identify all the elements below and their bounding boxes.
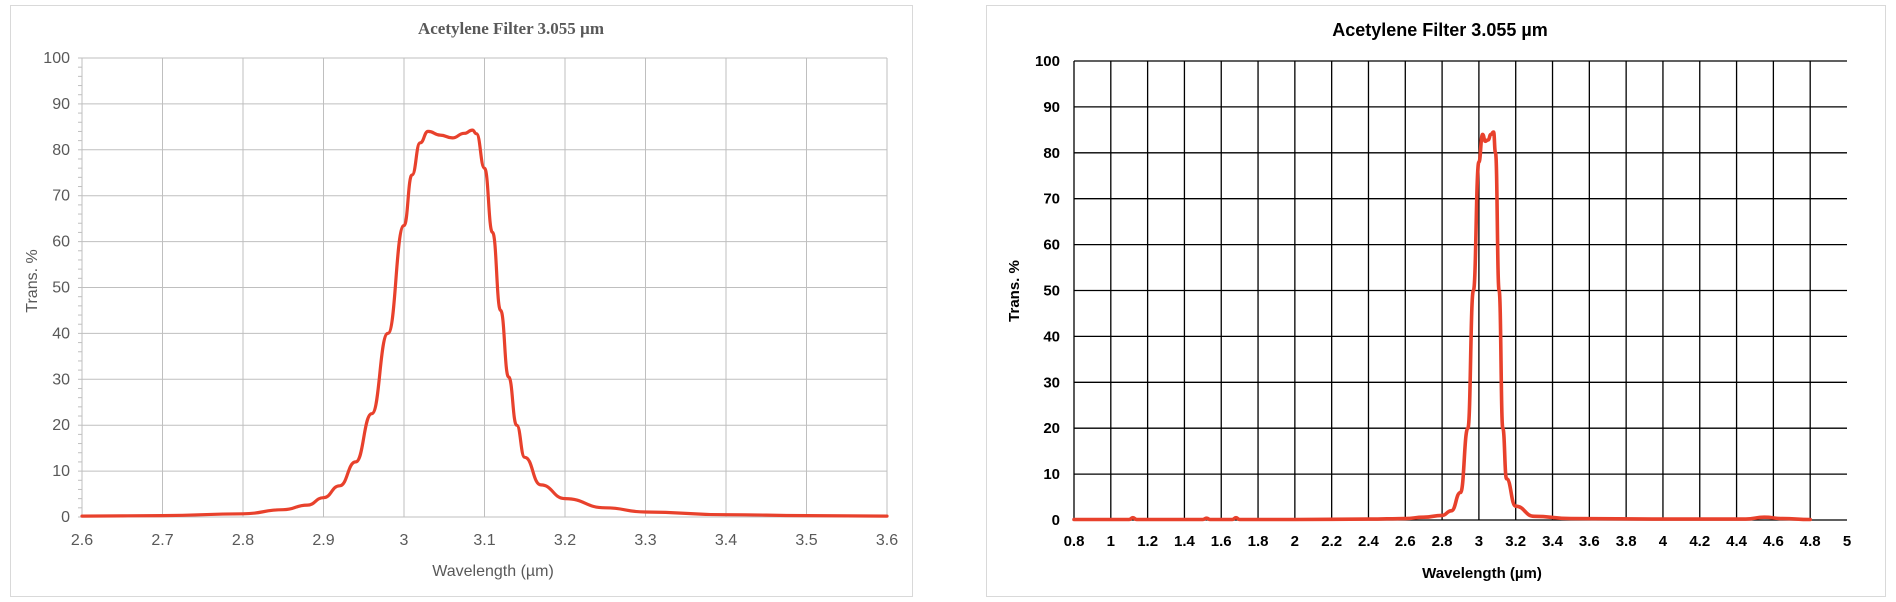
y-tick-label: 40 — [1043, 328, 1060, 345]
x-tick-label: 3.6 — [876, 532, 898, 549]
y-tick-label: 70 — [52, 188, 70, 205]
x-tick-label: 2.8 — [232, 532, 254, 549]
chart-right-x-axis-label: Wavelength (µm) — [1422, 565, 1542, 582]
x-tick-label: 1.8 — [1248, 533, 1269, 550]
x-tick-label: 4.8 — [1800, 533, 1821, 550]
chart-left-svg: Acetylene Filter 3.055 µm 0 10 20 30 40 50 60 7… — [24, 19, 898, 580]
x-tick-label: 0.8 — [1064, 533, 1085, 550]
chart-left-series — [80, 128, 889, 518]
x-tick-label: 1 — [1107, 533, 1115, 550]
y-tick-label: 60 — [52, 234, 70, 251]
series-line — [1072, 130, 1812, 522]
x-tick-label: 3.4 — [1542, 533, 1564, 550]
y-tick-label: 80 — [52, 142, 70, 159]
x-tick-label: 2.6 — [71, 532, 93, 549]
chart-left-panel: Acetylene Filter 3.055 µm 0 10 20 30 40 50 60 7… — [10, 5, 913, 597]
x-tick-label: 2.6 — [1395, 533, 1416, 550]
chart-right-series — [1072, 130, 1812, 522]
y-tick-label: 0 — [61, 509, 70, 526]
y-tick-label: 50 — [52, 280, 70, 297]
y-tick-label: 30 — [52, 371, 70, 388]
x-tick-label: 4.2 — [1689, 533, 1710, 550]
x-tick-label: 3 — [400, 532, 409, 549]
x-tick-label: 3.2 — [554, 532, 576, 549]
y-tick-label: 0 — [1052, 512, 1060, 529]
chart-left-y-tick-labels: 0 10 20 30 40 50 60 70 80 90 100 — [43, 50, 70, 526]
x-tick-label: 3.1 — [473, 532, 495, 549]
chart-left-title: Acetylene Filter 3.055 µm — [418, 19, 604, 38]
y-tick-label: 80 — [1043, 145, 1060, 162]
chart-right-svg: Acetylene Filter 3.055 µm 0 10 20 30 40 50 60 7… — [1006, 20, 1852, 582]
x-tick-label: 1.2 — [1137, 533, 1158, 550]
y-tick-label: 60 — [1043, 237, 1060, 254]
chart-right-panel: Acetylene Filter 3.055 µm 0 10 20 30 40 50 60 7… — [986, 5, 1886, 597]
y-tick-label: 50 — [1043, 283, 1060, 300]
y-tick-label: 90 — [1043, 99, 1060, 116]
chart-right-gridlines — [1073, 60, 1847, 521]
x-tick-label: 4.4 — [1726, 533, 1748, 550]
y-tick-label: 30 — [1043, 374, 1060, 391]
x-tick-label: 5 — [1843, 533, 1851, 550]
chart-left-x-tick-labels: 2.6 2.7 2.8 2.9 3 3.1 3.2 3.3 3.4 3.5 3.6 — [71, 532, 898, 549]
x-tick-label: 2.7 — [151, 532, 173, 549]
chart-right-title: Acetylene Filter 3.055 µm — [1332, 20, 1547, 40]
x-tick-label: 3 — [1475, 533, 1483, 550]
x-tick-label: 1.6 — [1211, 533, 1232, 550]
chart-right-y-tick-labels: 0 10 20 30 40 50 60 70 80 90 100 — [1035, 53, 1060, 529]
y-tick-label: 20 — [52, 417, 70, 434]
x-tick-label: 2.9 — [312, 532, 334, 549]
x-tick-label: 3.5 — [795, 532, 817, 549]
y-tick-label: 10 — [52, 463, 70, 480]
chart-left-gridlines — [78, 57, 888, 518]
x-tick-label: 3.6 — [1579, 533, 1600, 550]
x-tick-label: 1.4 — [1174, 533, 1196, 550]
x-tick-label: 3.4 — [715, 532, 737, 549]
chart-right-y-axis-label: Trans. % — [1006, 260, 1023, 322]
x-tick-label: 4.6 — [1763, 533, 1784, 550]
x-tick-label: 2.2 — [1321, 533, 1342, 550]
y-tick-label: 70 — [1043, 191, 1060, 208]
y-tick-label: 100 — [1035, 53, 1060, 70]
x-tick-label: 3.8 — [1616, 533, 1637, 550]
x-tick-label: 4 — [1659, 533, 1668, 550]
x-tick-label: 3.2 — [1505, 533, 1526, 550]
x-tick-label: 2.8 — [1432, 533, 1453, 550]
chart-left-x-axis-label: Wavelength (µm) — [432, 563, 554, 580]
y-tick-label: 20 — [1043, 420, 1060, 437]
x-tick-label: 3.3 — [634, 532, 656, 549]
chart-right-x-tick-labels: 0.8 1 1.2 1.4 1.6 1.8 2 2.2 2.4 2.6 2.8 3 3.2 3.4 3.6 3… — [1064, 533, 1852, 550]
x-tick-label: 2.4 — [1358, 533, 1380, 550]
y-tick-label: 40 — [52, 325, 70, 342]
series-line — [80, 128, 889, 518]
y-tick-label: 90 — [52, 96, 70, 113]
y-tick-label: 10 — [1043, 466, 1060, 483]
chart-left-y-axis-label: Trans. % — [24, 249, 41, 312]
y-tick-label: 100 — [43, 50, 70, 67]
x-tick-label: 2 — [1291, 533, 1299, 550]
